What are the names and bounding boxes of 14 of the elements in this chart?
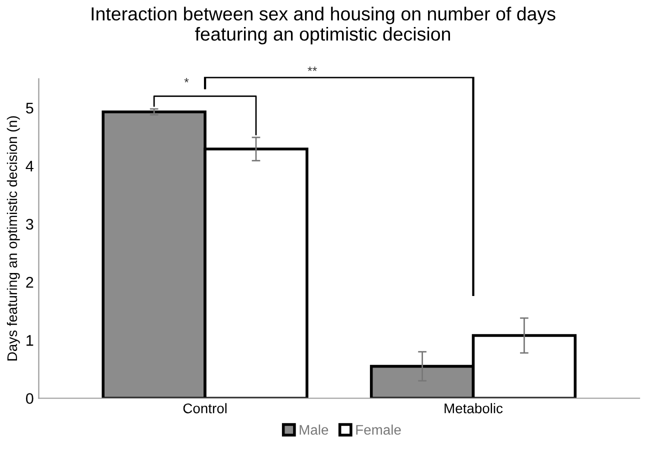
y-tick-label: 5 (26, 102, 34, 114)
text: ** (308, 66, 317, 72)
chart-title: Interaction between sex and housing on number of days featuring an optimistic decision (92, 6, 556, 44)
x-tick-label: Metabolic (444, 403, 503, 414)
annotation: * (184, 78, 189, 82)
y-tick-label: 3 (26, 218, 34, 230)
y-tick-label: 0 (26, 393, 34, 404)
y-tick-label: 1 (26, 335, 34, 346)
x-tick-label: Control (183, 403, 227, 414)
legend-label: Female (356, 424, 401, 435)
y-tick-label: 2 (26, 276, 34, 288)
y-tick-label: 4 (26, 160, 34, 172)
y-axis-title: Days featuring an optimistic decision (n) (6, 116, 20, 360)
legend-label: Male (300, 424, 328, 435)
